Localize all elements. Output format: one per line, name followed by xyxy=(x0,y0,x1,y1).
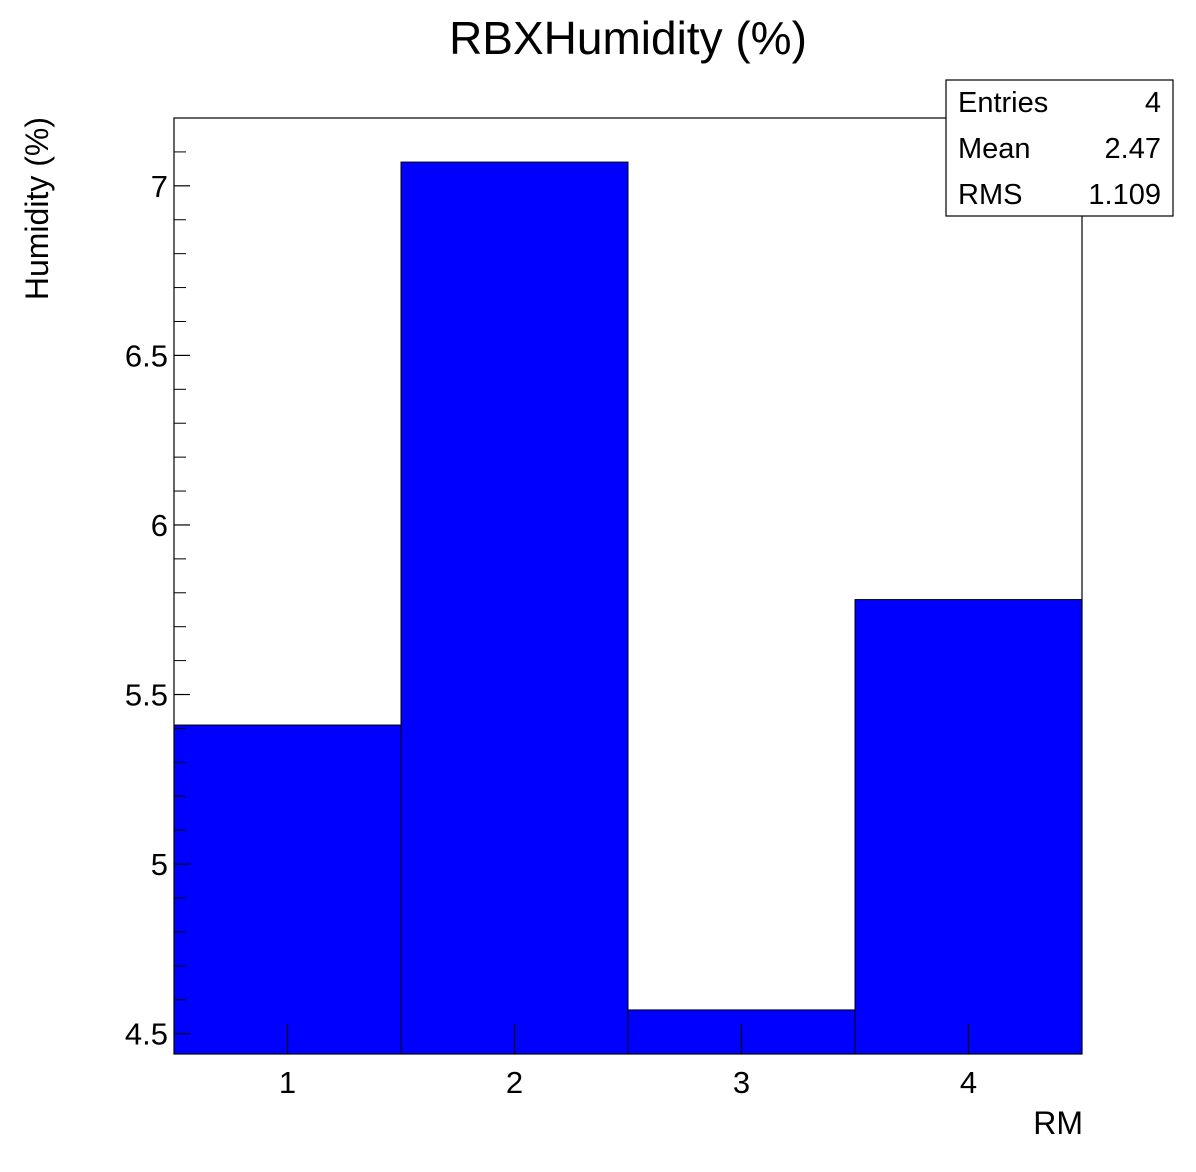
y-tick-label: 5.5 xyxy=(125,678,168,713)
x-tick-label: 4 xyxy=(960,1065,977,1100)
stats-entries-label: Entries xyxy=(958,87,1048,119)
stats-box-frame xyxy=(945,79,1174,217)
x-tick-label: 3 xyxy=(733,1065,750,1100)
bar-rm-1 xyxy=(173,724,402,1055)
x-tick-label: 2 xyxy=(506,1065,523,1100)
stats-mean-value: 2.47 xyxy=(1105,133,1161,165)
stats-entries-value: 4 xyxy=(1145,87,1161,119)
stats-box: Entries 4 Mean 2.47 RMS 1.109 xyxy=(945,79,1174,217)
y-tick-label: 7 xyxy=(151,169,168,204)
bar-rm-4 xyxy=(854,599,1083,1055)
y-tick-label: 6 xyxy=(151,508,168,543)
y-tick-label: 6.5 xyxy=(125,338,168,373)
x-axis-title: RM xyxy=(1033,1105,1083,1141)
bar-rm-2 xyxy=(400,161,629,1055)
chart-title: RBXHumidity (%) xyxy=(449,12,807,64)
y-tick-label: 4.5 xyxy=(125,1017,168,1052)
y-axis-title: Humidity (%) xyxy=(19,117,55,300)
stats-mean-label: Mean xyxy=(958,133,1031,165)
plot-frame xyxy=(173,117,1083,1055)
x-axis: 1 2 3 4 xyxy=(279,1024,977,1100)
y-axis: 4.5 5 5.5 6 6.5 7 xyxy=(125,117,190,1052)
y-tick-label: 5 xyxy=(151,847,168,882)
x-tick-label: 1 xyxy=(279,1065,296,1100)
stats-rms-label: RMS xyxy=(958,179,1022,211)
bars-group xyxy=(173,161,1083,1055)
stats-rms-value: 1.109 xyxy=(1088,179,1161,211)
